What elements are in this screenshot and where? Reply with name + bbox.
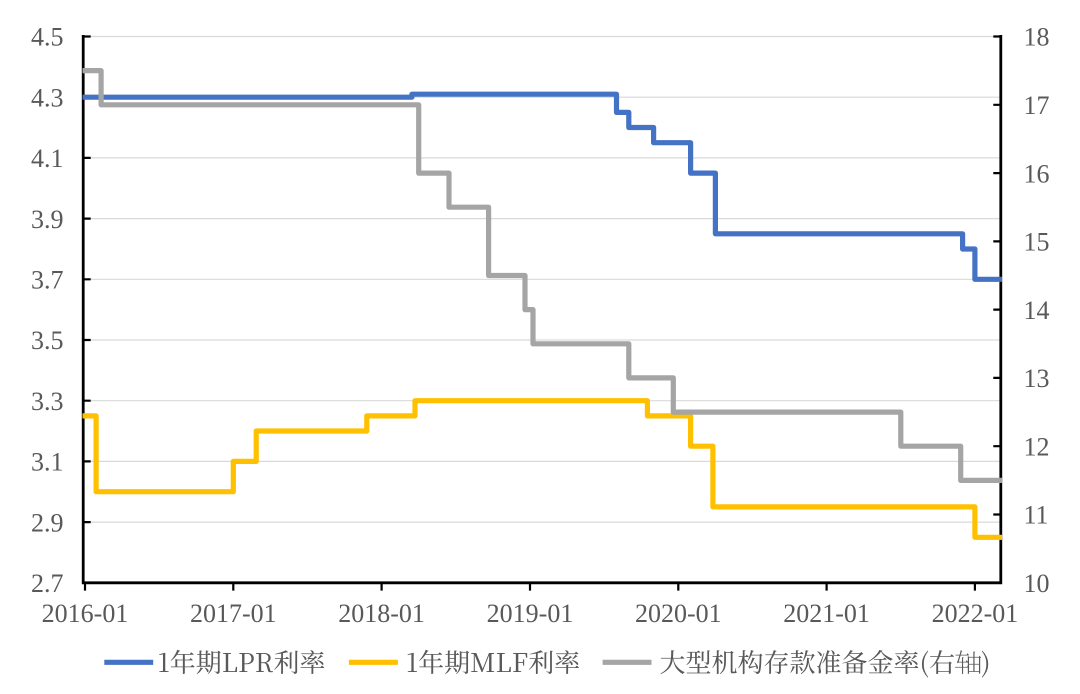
svg-text:2019-01: 2019-01 [487,599,574,628]
svg-text:13: 13 [1024,364,1050,393]
svg-text:4.5: 4.5 [31,23,64,52]
svg-text:18: 18 [1024,23,1050,52]
svg-text:2018-01: 2018-01 [338,599,425,628]
svg-text:4.3: 4.3 [31,83,64,112]
svg-text:2.9: 2.9 [31,508,64,537]
svg-text:2017-01: 2017-01 [190,599,277,628]
svg-text:14: 14 [1024,296,1050,325]
svg-text:3.7: 3.7 [31,266,64,295]
svg-text:17: 17 [1024,91,1050,120]
svg-text:12: 12 [1024,432,1050,461]
svg-text:4.1: 4.1 [31,144,64,173]
svg-text:2.7: 2.7 [31,569,64,598]
svg-text:10: 10 [1024,569,1050,598]
svg-text:2021-01: 2021-01 [783,599,870,628]
svg-text:3.1: 3.1 [31,448,64,477]
svg-text:2020-01: 2020-01 [635,599,722,628]
svg-text:15: 15 [1024,228,1050,257]
svg-text:11: 11 [1024,501,1049,530]
svg-text:16: 16 [1024,159,1050,188]
svg-text:2016-01: 2016-01 [42,599,129,628]
svg-text:3.3: 3.3 [31,387,64,416]
svg-text:2022-01: 2022-01 [932,599,1019,628]
svg-text:3.5: 3.5 [31,326,64,355]
svg-text:3.9: 3.9 [31,205,64,234]
